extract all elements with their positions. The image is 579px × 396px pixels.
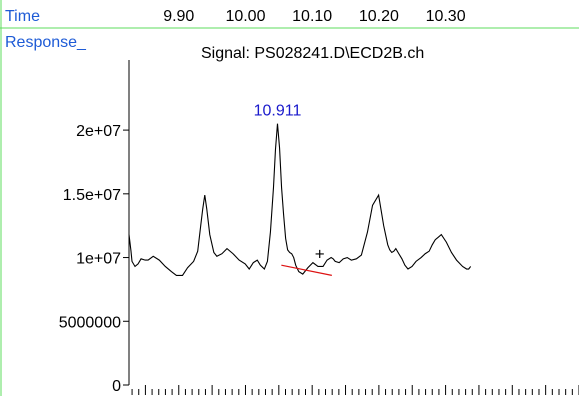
y-tick-label: 5000000 xyxy=(59,314,121,331)
x-tick-label: 10.20 xyxy=(359,8,399,25)
x-axis-minor-ticks xyxy=(131,385,579,395)
signal-title: Signal: PS028241.D\ECD2B.ch xyxy=(201,45,424,62)
x-tick-label: 10.30 xyxy=(426,8,466,25)
x-tick-labels: 9.90 10.00 10.10 10.20 10.30 xyxy=(163,8,466,25)
time-label: Time xyxy=(5,8,40,25)
y-tick-label: 0 xyxy=(112,378,121,395)
y-tick-label: 1.5e+07 xyxy=(63,187,121,204)
peak-label: 10.911 xyxy=(254,103,302,120)
integration-baseline-line xyxy=(281,264,332,276)
response-label: Response_ xyxy=(5,34,87,51)
x-tick-label: 9.90 xyxy=(163,8,194,25)
integration-marker: + xyxy=(315,245,325,264)
y-tick-label: 1e+07 xyxy=(76,251,121,268)
signal-trace-line xyxy=(128,123,472,276)
x-tick-label: 10.10 xyxy=(292,8,332,25)
y-axis-ticks: 0 5000000 1e+07 1.5e+07 2e+07 xyxy=(59,123,129,395)
x-tick-label: 10.00 xyxy=(225,8,265,25)
y-tick-label: 2e+07 xyxy=(76,123,121,140)
